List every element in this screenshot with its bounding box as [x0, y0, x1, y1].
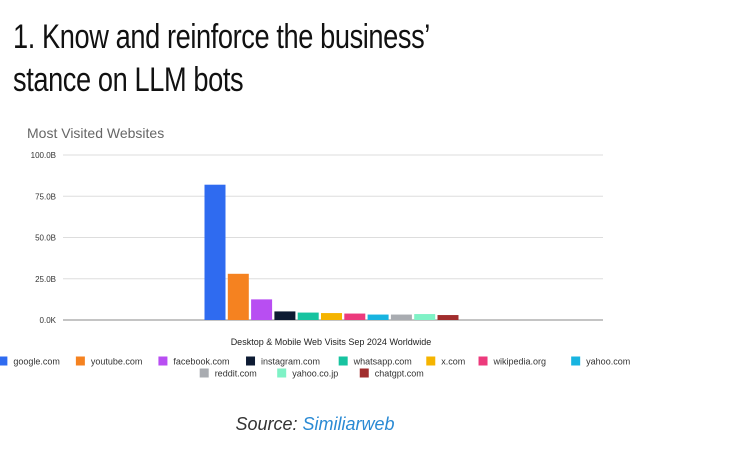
y-tick-label: 75.0B [35, 192, 56, 201]
source-link[interactable]: Similiarweb [302, 414, 395, 434]
legend-swatch [359, 368, 369, 378]
bar-x-com[interactable] [321, 313, 342, 320]
y-tick-label: 50.0B [35, 234, 56, 243]
y-tick-label: 100.0B [31, 151, 56, 160]
legend-label: instagram.com [261, 357, 320, 367]
legend-label: wikipedia.org [493, 357, 547, 367]
bar-reddit-com[interactable] [390, 314, 412, 320]
chart-title: Most Visited Websites [27, 125, 164, 141]
source-label: Source: [235, 414, 298, 434]
source-line: Source: Similiarweb [0, 414, 630, 435]
legend-swatch [426, 356, 436, 366]
y-tick-label: 0.0K [40, 316, 57, 325]
legend-label: x.com [441, 357, 465, 367]
legend-swatch [277, 368, 287, 378]
legend-swatch [0, 356, 8, 366]
legend-label: yahoo.com [586, 357, 630, 367]
legend-swatch [75, 356, 85, 366]
x-axis-label: Desktop & Mobile Web Visits Sep 2024 Wor… [231, 337, 432, 347]
legend-swatch [199, 368, 209, 378]
bar-yahoo-com[interactable] [367, 314, 389, 320]
legend-label: reddit.com [215, 369, 257, 379]
legend-label: facebook.com [173, 357, 229, 367]
bar-whatsapp-com[interactable] [297, 312, 319, 320]
bar-yahoo-co-jp[interactable] [414, 314, 436, 320]
legend-label: chatgpt.com [375, 369, 424, 379]
bar-chatgpt-com[interactable] [437, 315, 459, 320]
y-tick-label: 25.0B [35, 275, 56, 284]
legend-swatch [478, 356, 488, 366]
legend-label: google.com [13, 357, 60, 367]
legend-swatch [338, 356, 348, 366]
bar-instagram-com[interactable] [274, 311, 296, 320]
legend-label: yahoo.co.jp [292, 369, 338, 379]
legend-label: whatsapp.com [353, 357, 412, 367]
legend-swatch [571, 356, 581, 366]
legend-label: youtube.com [91, 357, 143, 367]
bar-youtube-com[interactable] [227, 273, 249, 320]
bar-google-com[interactable] [204, 184, 226, 320]
page-title: 1. Know and reinforce the business’ stan… [13, 18, 429, 99]
bar-wikipedia-org[interactable] [344, 313, 366, 320]
legend-swatch [246, 356, 256, 366]
bar-chart: Most Visited Websites 0.0K 25.0B 50.0B 75.0… [0, 125, 630, 379]
bar-facebook-com[interactable] [251, 299, 273, 320]
legend-swatch [158, 356, 168, 366]
